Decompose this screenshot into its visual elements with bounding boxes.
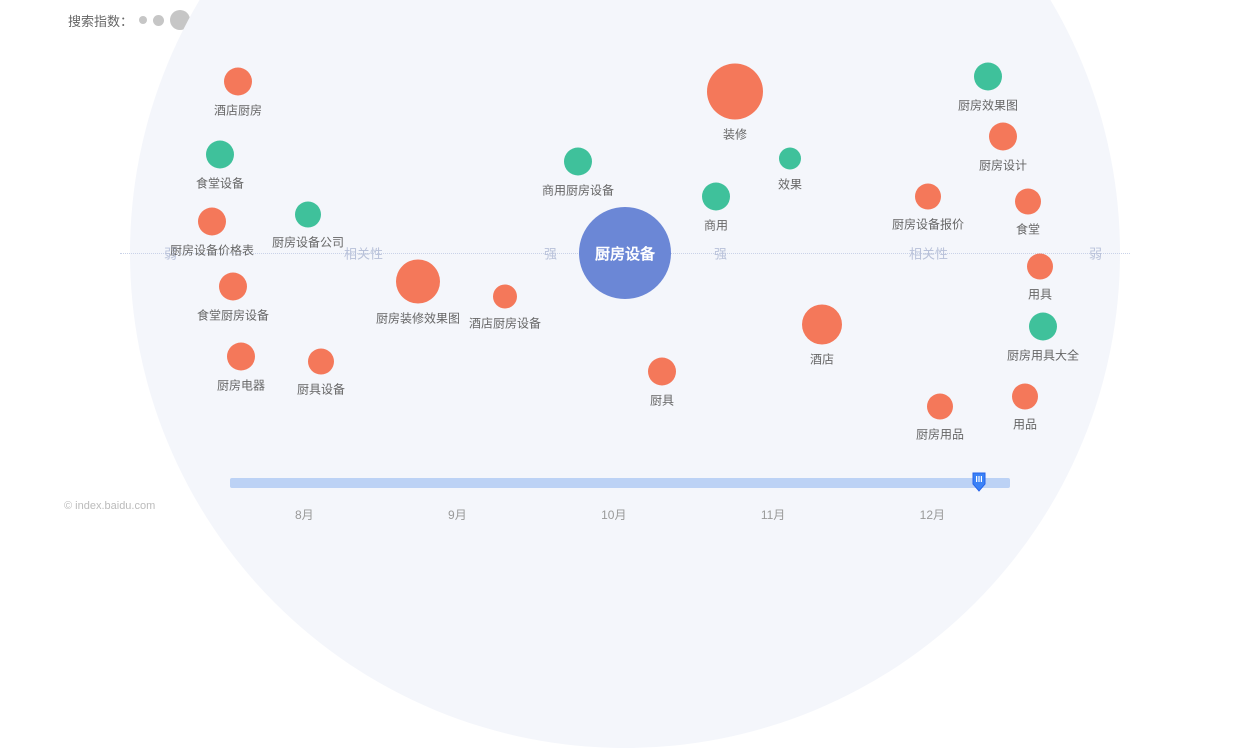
keyword-node[interactable]: 用具 [1027, 254, 1053, 303]
node-bubble [1027, 254, 1053, 280]
node-label: 酒店 [802, 351, 842, 368]
keyword-node[interactable]: 厨房装修效果图 [376, 260, 460, 327]
node-bubble [396, 260, 440, 304]
node-label: 酒店厨房 [214, 102, 262, 119]
node-label: 厨具设备 [297, 381, 345, 398]
keyword-node[interactable]: 酒店厨房 [214, 68, 262, 119]
node-bubble [779, 148, 801, 170]
center-label: 厨房设备 [595, 243, 655, 264]
node-label: 用品 [1012, 416, 1038, 433]
node-bubble [1012, 384, 1038, 410]
keyword-node[interactable]: 效果 [778, 148, 802, 193]
node-bubble [1015, 189, 1041, 215]
node-bubble [198, 208, 226, 236]
node-bubble [206, 141, 234, 169]
keyword-node[interactable]: 用品 [1012, 384, 1038, 433]
node-bubble [702, 183, 730, 211]
legend-size-dot-medium [153, 15, 164, 26]
timeline-marker[interactable] [972, 472, 986, 492]
node-bubble [707, 64, 763, 120]
keyword-node[interactable]: 商用厨房设备 [542, 148, 614, 199]
node-bubble [219, 273, 247, 301]
node-label: 厨房装修效果图 [376, 310, 460, 327]
node-label: 厨房设计 [979, 157, 1027, 174]
node-label: 厨房用品 [916, 426, 964, 443]
axis-label-rel_right: 相关性 [905, 244, 952, 263]
node-label: 厨房设备公司 [272, 234, 344, 251]
node-bubble [295, 202, 321, 228]
keyword-node[interactable]: 厨房设备公司 [272, 202, 344, 251]
node-label: 酒店厨房设备 [469, 315, 541, 332]
node-label: 商用 [702, 217, 730, 234]
node-label: 商用厨房设备 [542, 182, 614, 199]
keyword-node[interactable]: 厨房用品 [916, 394, 964, 443]
node-bubble [227, 343, 255, 371]
axis-label-strong_right: 强 [710, 244, 731, 263]
keyword-node[interactable]: 厨房用具大全 [1007, 313, 1079, 364]
node-label: 厨房效果图 [958, 97, 1018, 114]
keyword-node[interactable]: 厨房设备价格表 [170, 208, 254, 259]
node-label: 食堂厨房设备 [197, 307, 269, 324]
timeline-month-label: 8月 [295, 506, 314, 523]
node-label: 厨房设备报价 [892, 216, 964, 233]
timeline-month-label: 10月 [601, 506, 626, 523]
node-label: 食堂设备 [196, 175, 244, 192]
node-bubble [648, 358, 676, 386]
node-label: 效果 [778, 176, 802, 193]
keyword-node[interactable]: 厨具设备 [297, 349, 345, 398]
center-node[interactable]: 厨房设备 [579, 207, 671, 299]
legend-size-dot-small [139, 16, 147, 24]
keyword-node[interactable]: 食堂 [1015, 189, 1041, 238]
timeline-month-label: 11月 [761, 506, 785, 523]
timeline-track[interactable] [230, 478, 1010, 488]
axis-label-weak_right: 弱 [1085, 244, 1106, 263]
node-label: 厨房设备价格表 [170, 242, 254, 259]
node-label: 厨具 [648, 392, 676, 409]
timeline: 8月 9月 10月 11月 12月 [230, 478, 1010, 523]
node-bubble [308, 349, 334, 375]
credit-text: © index.baidu.com [64, 500, 155, 512]
keyword-node[interactable]: 商用 [702, 183, 730, 234]
bubble-radar-chart: 厨房设备 弱相关性强强相关性弱酒店厨房食堂设备厨房设备价格表厨房设备公司食堂厨房… [130, 48, 1120, 458]
keyword-node[interactable]: 酒店厨房设备 [469, 285, 541, 332]
node-bubble [927, 394, 953, 420]
timeline-month-label: 12月 [920, 506, 945, 523]
node-bubble [974, 63, 1002, 91]
node-label: 装修 [707, 126, 763, 143]
keyword-node[interactable]: 厨房效果图 [958, 63, 1018, 114]
node-bubble [802, 305, 842, 345]
node-label: 食堂 [1015, 221, 1041, 238]
keyword-node[interactable]: 厨房设备报价 [892, 184, 964, 233]
node-bubble [493, 285, 517, 309]
node-bubble [224, 68, 252, 96]
node-label: 用具 [1027, 286, 1053, 303]
keyword-node[interactable]: 厨房设计 [979, 123, 1027, 174]
timeline-months: 8月 9月 10月 11月 12月 [230, 506, 1010, 523]
node-bubble [1029, 313, 1057, 341]
keyword-node[interactable]: 厨房电器 [217, 343, 265, 394]
node-bubble [915, 184, 941, 210]
keyword-node[interactable]: 食堂厨房设备 [197, 273, 269, 324]
keyword-node[interactable]: 厨具 [648, 358, 676, 409]
legend-index-label: 搜索指数： [68, 11, 133, 30]
keyword-node[interactable]: 食堂设备 [196, 141, 244, 192]
node-bubble [989, 123, 1017, 151]
node-label: 厨房用具大全 [1007, 347, 1079, 364]
keyword-node[interactable]: 酒店 [802, 305, 842, 368]
axis-label-strong_left: 强 [540, 244, 561, 263]
node-bubble [564, 148, 592, 176]
timeline-month-label: 9月 [448, 506, 467, 523]
keyword-node[interactable]: 装修 [707, 64, 763, 143]
node-label: 厨房电器 [217, 377, 265, 394]
